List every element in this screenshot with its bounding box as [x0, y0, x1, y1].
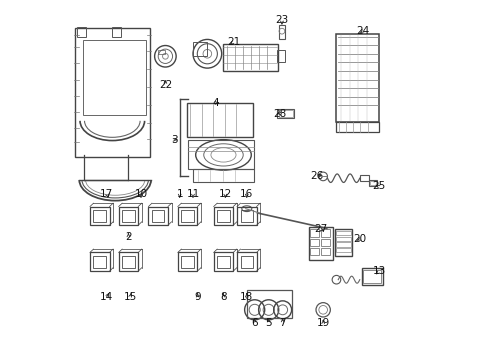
Bar [122, 210, 135, 222]
Text: 17: 17 [100, 189, 114, 199]
Bar [193, 42, 207, 56]
Text: 19: 19 [317, 319, 330, 328]
Bar [188, 140, 254, 169]
Bar [237, 252, 257, 271]
Bar [310, 239, 319, 246]
Bar [178, 252, 197, 271]
Bar [364, 270, 381, 283]
Bar [158, 50, 166, 54]
Bar [336, 237, 351, 241]
Bar [335, 229, 352, 256]
Bar [152, 210, 165, 222]
Bar [90, 207, 110, 225]
Text: 25: 25 [372, 181, 385, 192]
Text: 22: 22 [159, 80, 172, 90]
Bar [362, 268, 383, 285]
Bar [277, 50, 285, 62]
Bar [279, 25, 285, 39]
Bar [310, 229, 319, 237]
Bar [90, 252, 110, 271]
Bar [214, 252, 233, 271]
Bar [321, 248, 330, 255]
Bar [181, 210, 194, 222]
Bar [217, 256, 230, 268]
Bar [336, 248, 351, 252]
Bar [77, 27, 86, 37]
Bar [241, 256, 253, 268]
Text: 4: 4 [212, 98, 219, 108]
Bar [370, 181, 375, 185]
Text: 12: 12 [219, 189, 232, 199]
Bar [310, 248, 319, 255]
Bar [94, 210, 106, 222]
Text: 2: 2 [125, 232, 132, 242]
Bar [74, 28, 150, 157]
Bar [187, 103, 253, 137]
Bar [223, 44, 278, 71]
Bar [83, 40, 146, 116]
Bar [336, 242, 351, 247]
Bar [148, 207, 168, 225]
Text: 1: 1 [176, 189, 183, 199]
Bar [321, 239, 330, 246]
Bar [277, 109, 294, 118]
Text: 18: 18 [240, 292, 253, 302]
Text: 24: 24 [356, 26, 369, 36]
Text: 26: 26 [310, 171, 323, 181]
Bar [321, 229, 330, 237]
Text: 20: 20 [353, 234, 367, 244]
Text: 11: 11 [186, 189, 199, 199]
Bar [336, 231, 351, 235]
Text: 23: 23 [275, 15, 289, 26]
Text: 9: 9 [195, 292, 201, 302]
Bar [360, 175, 368, 181]
Bar [119, 207, 138, 225]
Bar [112, 27, 122, 37]
Bar [309, 227, 333, 260]
Bar [193, 169, 254, 182]
Bar [237, 207, 257, 225]
Bar [247, 291, 292, 319]
Text: 13: 13 [373, 266, 386, 276]
Bar [368, 180, 377, 186]
Text: 8: 8 [220, 292, 227, 302]
Bar [119, 252, 138, 271]
Text: 10: 10 [134, 189, 147, 199]
Text: 16: 16 [240, 189, 253, 199]
Text: 14: 14 [100, 292, 114, 302]
Text: 7: 7 [279, 319, 286, 328]
Text: 27: 27 [315, 225, 328, 234]
Bar [94, 256, 106, 268]
Bar [217, 210, 230, 222]
Bar [181, 256, 194, 268]
Bar [214, 207, 233, 225]
Text: 6: 6 [251, 319, 258, 328]
Text: 21: 21 [227, 37, 240, 47]
Bar [122, 256, 135, 268]
Bar [241, 210, 253, 222]
Text: 5: 5 [266, 319, 272, 328]
Bar [337, 34, 379, 122]
Bar [178, 207, 197, 225]
Text: 28: 28 [273, 109, 287, 119]
Bar [337, 122, 379, 132]
Text: 3: 3 [171, 135, 177, 145]
Bar [279, 111, 293, 117]
Text: 15: 15 [123, 292, 137, 302]
